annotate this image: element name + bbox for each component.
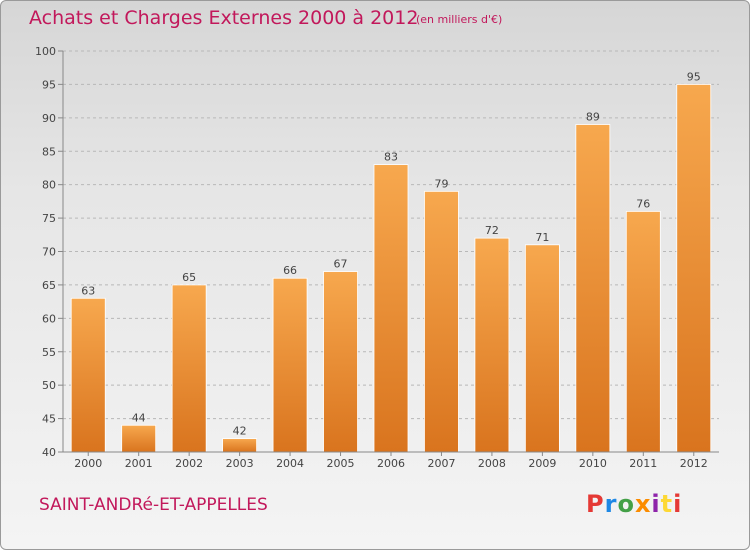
bar-2002 [171, 284, 207, 453]
x-tick-label: 2011 [629, 457, 657, 470]
proxiti-logo: Proxiti [586, 490, 682, 518]
x-tick-label: 2004 [276, 457, 304, 470]
bar-value-label: 79 [434, 177, 448, 190]
bar-2003 [222, 438, 258, 453]
y-tick-label: 85 [42, 145, 56, 158]
commune-name: SAINT-ANDRé-ET-APPELLES [39, 495, 268, 515]
logo-letter: r [604, 490, 618, 518]
x-tick-label: 2003 [226, 457, 254, 470]
y-tick-label: 40 [42, 446, 56, 459]
bar-value-label: 72 [485, 224, 499, 237]
logo-letter: i [651, 490, 661, 518]
x-tick-label: 2009 [528, 457, 556, 470]
x-tick-label: 2001 [125, 457, 153, 470]
x-tick-label: 2006 [377, 457, 405, 470]
x-tick-label: 2002 [175, 457, 203, 470]
bar-value-label: 83 [384, 151, 398, 164]
x-tick-label: 2008 [478, 457, 506, 470]
x-tick-label: 2010 [579, 457, 607, 470]
bar-value-label: 71 [535, 231, 549, 244]
bar-2001 [121, 424, 157, 453]
x-tick-label: 2007 [427, 457, 455, 470]
bar-value-label: 95 [687, 70, 701, 83]
y-tick-label: 50 [42, 379, 56, 392]
bar-value-label: 66 [283, 264, 297, 277]
y-tick-label: 95 [42, 78, 56, 91]
bar-2011 [625, 210, 661, 453]
y-tick-label: 70 [42, 246, 56, 259]
bar-2000 [70, 297, 106, 453]
bar-value-label: 42 [233, 425, 247, 438]
logo-letter: P [586, 490, 605, 518]
bar-2012 [676, 84, 712, 453]
logo-letter: i [673, 490, 683, 518]
bar-value-label: 76 [636, 197, 650, 210]
y-tick-label: 75 [42, 212, 56, 225]
logo-letter: t [660, 490, 674, 518]
bar-value-label: 63 [81, 284, 95, 297]
logo-letter: x [634, 490, 652, 518]
bar-2004 [272, 277, 308, 453]
bar-value-label: 65 [182, 271, 196, 284]
y-tick-label: 65 [42, 279, 56, 292]
y-tick-label: 90 [42, 112, 56, 125]
y-tick-label: 55 [42, 346, 56, 359]
x-tick-label: 2000 [74, 457, 102, 470]
y-tick-label: 60 [42, 312, 56, 325]
bar-2009 [524, 244, 560, 453]
x-tick-label: 2005 [327, 457, 355, 470]
chart-title: Achats et Charges Externes 2000 à 2012 [29, 7, 419, 29]
x-tick-label: 2012 [680, 457, 708, 470]
bar-2008 [474, 237, 510, 453]
bar-value-label: 44 [132, 411, 146, 424]
bar-2010 [575, 124, 611, 453]
y-tick-label: 80 [42, 179, 56, 192]
y-tick-label: 45 [42, 413, 56, 426]
bar-value-label: 67 [334, 258, 348, 271]
bar-2005 [323, 271, 358, 453]
logo-letter: o [617, 490, 635, 518]
y-tick-label: 100 [35, 45, 56, 58]
bar-2007 [424, 190, 459, 453]
bar-2006 [373, 164, 409, 453]
bar-value-label: 89 [586, 111, 600, 124]
chart-unit: (en milliers d'€) [416, 13, 503, 26]
